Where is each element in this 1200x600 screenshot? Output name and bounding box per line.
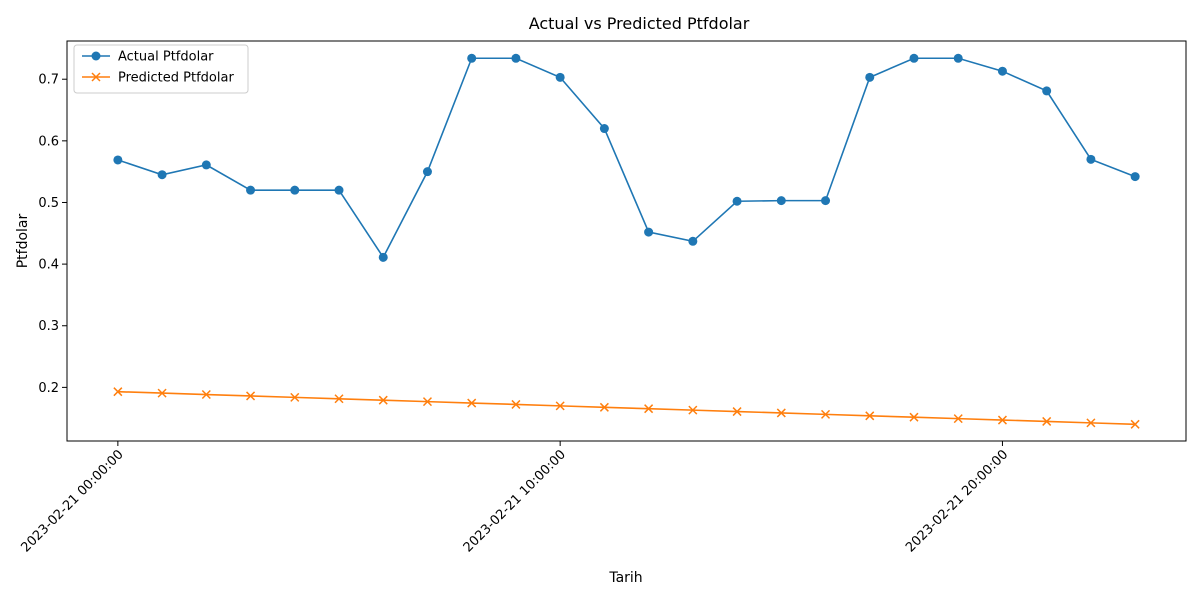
series-predicted-ptfdolar — [113, 387, 1140, 429]
data-point — [157, 170, 167, 180]
y-tick-label: 0.7 — [38, 73, 59, 88]
data-point — [467, 53, 477, 63]
y-axis: 0.2 0.3 0.4 0.5 0.6 0.7 — [38, 73, 67, 396]
data-point — [688, 236, 698, 246]
data-point — [776, 196, 786, 206]
data-point — [644, 404, 654, 414]
data-point — [599, 124, 609, 134]
data-point — [201, 160, 211, 170]
legend-item: Actual Ptfdolar — [82, 50, 214, 65]
x-tick-label: 2023-02-21 10:00:00 — [461, 447, 569, 555]
data-point — [422, 397, 432, 407]
x-tick-label: 2023-02-21 20:00:00 — [903, 447, 1011, 555]
data-point — [1042, 416, 1052, 426]
data-point — [201, 389, 211, 400]
data-point — [997, 415, 1007, 425]
data-point — [909, 53, 919, 63]
data-point — [555, 401, 565, 411]
data-point — [1086, 154, 1096, 164]
plot-area — [113, 53, 1140, 429]
legend: Actual Ptfdolar Predicted Ptfdolar — [73, 44, 249, 94]
data-point — [997, 66, 1007, 76]
series-line — [117, 390, 1136, 426]
plot-frame — [66, 40, 1187, 442]
y-tick-label: 0.5 — [38, 196, 59, 211]
y-tick-label: 0.2 — [38, 381, 59, 396]
y-axis-label: Ptfdolar — [15, 213, 31, 268]
series-line — [117, 57, 1136, 259]
legend-marker — [91, 51, 101, 61]
data-point — [1130, 172, 1140, 182]
data-point — [246, 185, 256, 195]
data-point — [644, 227, 654, 237]
data-point — [511, 399, 521, 409]
data-point — [1042, 86, 1052, 96]
legend-box — [73, 44, 249, 94]
data-point — [1086, 418, 1096, 428]
data-point — [1130, 419, 1140, 429]
chart-title: Actual vs Predicted Ptfdolar — [529, 14, 750, 33]
data-point — [732, 196, 742, 206]
data-point — [821, 196, 831, 206]
data-point — [334, 185, 344, 195]
data-point — [953, 414, 963, 424]
data-point — [776, 408, 786, 418]
data-point — [555, 72, 565, 82]
data-point — [113, 387, 123, 397]
data-point — [467, 398, 477, 408]
legend-item: Predicted Ptfdolar — [82, 71, 234, 86]
data-point — [157, 388, 167, 398]
data-point — [378, 252, 388, 262]
data-point — [290, 185, 300, 195]
data-point — [953, 53, 963, 63]
data-point — [290, 392, 300, 402]
series-actual-ptfdolar — [113, 53, 1140, 262]
y-tick-label: 0.3 — [38, 319, 59, 334]
legend-label: Actual Ptfdolar — [118, 50, 214, 65]
y-tick-label: 0.6 — [38, 134, 59, 149]
legend-marker — [91, 72, 101, 82]
data-point — [688, 405, 698, 415]
legend-label: Predicted Ptfdolar — [118, 71, 234, 86]
data-point — [113, 155, 123, 165]
data-point — [599, 402, 609, 412]
y-tick-label: 0.4 — [38, 258, 59, 273]
data-point — [865, 411, 875, 421]
data-point — [909, 412, 919, 422]
data-point — [378, 395, 388, 405]
data-point — [821, 409, 831, 419]
x-tick-label: 2023-02-21 00:00:00 — [18, 447, 126, 555]
data-point — [511, 53, 521, 63]
data-point — [246, 391, 256, 401]
x-axis-label: Tarih — [608, 570, 642, 586]
data-point — [865, 72, 875, 82]
data-point — [732, 407, 742, 417]
x-axis: 2023-02-21 00:00:00 2023-02-21 10:00:00 20… — [18, 441, 1011, 555]
data-point — [334, 394, 344, 404]
data-point — [422, 167, 432, 177]
